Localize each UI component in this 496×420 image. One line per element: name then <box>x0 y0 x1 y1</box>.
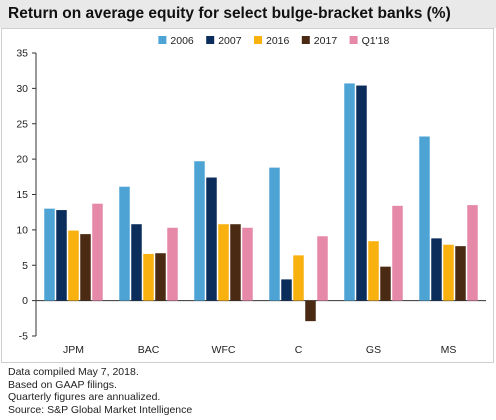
y-tick-label: 20 <box>16 154 28 166</box>
x-category-label: GS <box>366 344 381 356</box>
bar-gs-2007 <box>356 85 367 301</box>
legend-swatch-q118 <box>349 36 358 44</box>
bar-ms-2016 <box>443 244 454 301</box>
bar-chart: 2006 2007 2016 2017 Q1'18 -5 0 5 10 15 20 25 30 35 J… <box>16 35 486 356</box>
bar-jpm-2007 <box>56 210 67 301</box>
legend-label: Q1'18 <box>362 35 390 47</box>
legend-swatch-2007 <box>206 36 215 44</box>
bar-ms-2007 <box>431 238 442 301</box>
x-category-label: WFC <box>212 344 236 356</box>
x-category-label: JPM <box>63 344 84 356</box>
bar-c-2007 <box>281 279 292 301</box>
bar-jpm-q118 <box>92 203 103 301</box>
bar-ms-q118 <box>467 205 478 301</box>
legend-label: 2006 <box>170 35 194 47</box>
chart-title: Return on average equity for select bulg… <box>8 5 451 22</box>
x-category-label: MS <box>441 344 457 356</box>
bar-bac-2017 <box>155 253 166 301</box>
legend-label: 2007 <box>218 35 242 47</box>
bar-gs-2017 <box>380 266 391 301</box>
bar-c-q118 <box>317 236 328 301</box>
legend: 2006 2007 2016 2017 Q1'18 <box>158 35 389 47</box>
note-compiled: Data compiled May 7, 2018. <box>8 366 139 378</box>
bar-wfc-2017 <box>230 224 241 301</box>
bar-jpm-2017 <box>80 234 91 301</box>
y-tick-label: 25 <box>16 118 28 130</box>
bar-ms-2006 <box>419 136 430 301</box>
y-tick-label: 35 <box>16 48 28 60</box>
legend-swatch-2017 <box>301 36 310 44</box>
y-tick-label: -5 <box>19 331 28 343</box>
y-tick-label: 5 <box>22 260 28 272</box>
bar-wfc-2007 <box>206 177 217 301</box>
y-axis: -5 0 5 10 15 20 25 30 35 <box>16 48 486 343</box>
bar-jpm-2006 <box>44 208 55 301</box>
y-tick-label: 30 <box>16 83 28 95</box>
legend-swatch-2006 <box>158 36 167 44</box>
bar-bac-2007 <box>131 224 142 301</box>
x-category-label: C <box>295 344 303 356</box>
bar-wfc-q118 <box>242 227 253 301</box>
legend-label: 2017 <box>314 35 338 47</box>
bar-c-2006 <box>269 167 280 301</box>
bar-wfc-2006 <box>194 161 205 301</box>
bar-gs-2006 <box>344 83 355 301</box>
y-tick-label: 0 <box>22 295 28 307</box>
bars <box>44 83 478 322</box>
bar-bac-2016 <box>143 253 154 301</box>
bar-jpm-2016 <box>68 230 79 301</box>
bar-bac-q118 <box>167 227 178 301</box>
chart-frame <box>1 28 494 363</box>
bar-gs-2016 <box>368 241 379 301</box>
title-bar <box>0 0 496 28</box>
note-gaap: Based on GAAP filings. <box>8 378 117 391</box>
legend-swatch-2016 <box>254 36 262 44</box>
note-annualized: Quarterly figures are annualized. <box>8 391 161 403</box>
bar-c-2017 <box>305 300 316 322</box>
y-tick-label: 15 <box>16 189 28 201</box>
bar-gs-q118 <box>392 205 403 301</box>
bar-c-2016 <box>293 255 304 301</box>
chart-notes: Data compiled May 7, 2018. Based on GAAP… <box>8 366 192 416</box>
bar-ms-2017 <box>455 246 466 301</box>
x-category-label: BAC <box>138 344 160 356</box>
note-source: Source: S&P Global Market Intelligence <box>8 403 193 416</box>
bar-wfc-2016 <box>218 224 229 301</box>
x-axis: JPM BAC WFC C GS MS <box>63 344 456 356</box>
y-tick-label: 10 <box>16 224 28 236</box>
bar-bac-2006 <box>119 186 130 301</box>
legend-label: 2016 <box>266 35 290 47</box>
